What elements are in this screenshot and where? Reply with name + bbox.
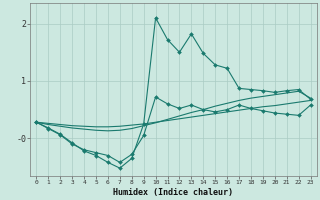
- X-axis label: Humidex (Indice chaleur): Humidex (Indice chaleur): [114, 188, 234, 197]
